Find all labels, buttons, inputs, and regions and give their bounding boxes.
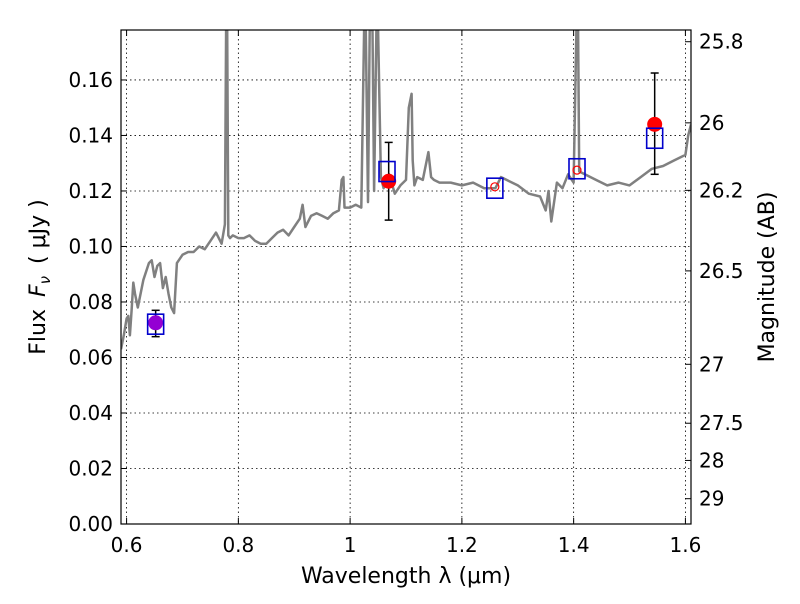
observed-point [572, 165, 582, 175]
y-tick-label: 0.00 [68, 512, 113, 536]
x-tick-label: 1.4 [558, 533, 590, 557]
x-axis-label: Wavelength λ (μm) [301, 564, 511, 589]
x-tick-label: 0.8 [222, 533, 254, 557]
mag-tick-label: 27 [699, 352, 724, 376]
observed-point [148, 315, 164, 331]
observed-point [490, 182, 500, 192]
x-tick-label: 1.6 [670, 533, 702, 557]
y-tick-label: 0.14 [68, 123, 113, 147]
y-tick-label: 0.04 [68, 401, 113, 425]
y-tick-label: 0.08 [68, 290, 113, 314]
mag-tick-label: 25.8 [699, 30, 744, 54]
x-tick-label: 0.6 [111, 533, 143, 557]
y-axis-label-unit: ( μJy ) [26, 199, 51, 264]
model-photometry-box [146, 313, 165, 335]
y-tick-label: 0.06 [68, 345, 113, 369]
y-axis-label: Flux Fν ( μJy ) [26, 199, 54, 354]
model-photometry-box [486, 177, 504, 199]
y-axis-label-prefix: Flux [26, 309, 51, 355]
y-axis-label-symbol: F [26, 284, 51, 297]
x-tick-label: 1 [344, 533, 357, 557]
mag-tick-label: 29 [699, 487, 724, 511]
y-tick-label: 0.10 [68, 234, 113, 258]
right-axis-label: Magnitude (AB) [755, 192, 780, 363]
mag-tick-label: 27.5 [699, 411, 744, 435]
model-spectrum-line [121, 30, 691, 350]
ticks-layer: 0.6 0.8 1 1.2 1.4 1.6 0.00 0.02 0.04 0.06 0.08 0.10… [68, 30, 743, 557]
y-axis-label-subscript: ν [36, 276, 54, 284]
y-tick-label: 0.16 [68, 68, 113, 92]
axes-frame [120, 29, 692, 525]
model-photometry-box [378, 160, 396, 183]
grid-layer [121, 30, 691, 525]
plot-content [121, 30, 691, 350]
x-tick-label: 1.2 [446, 533, 478, 557]
mag-tick-label: 26.5 [699, 259, 744, 283]
y-tick-label: 0.02 [68, 456, 113, 480]
mag-tick-label: 26 [699, 111, 724, 135]
mag-tick-label: 28 [699, 448, 724, 472]
model-photometry-box [645, 127, 664, 150]
mag-tick-label: 26.2 [699, 178, 744, 202]
observed-point [647, 116, 663, 132]
y-tick-label: 0.12 [68, 179, 113, 203]
model-photometry-box [568, 157, 586, 180]
